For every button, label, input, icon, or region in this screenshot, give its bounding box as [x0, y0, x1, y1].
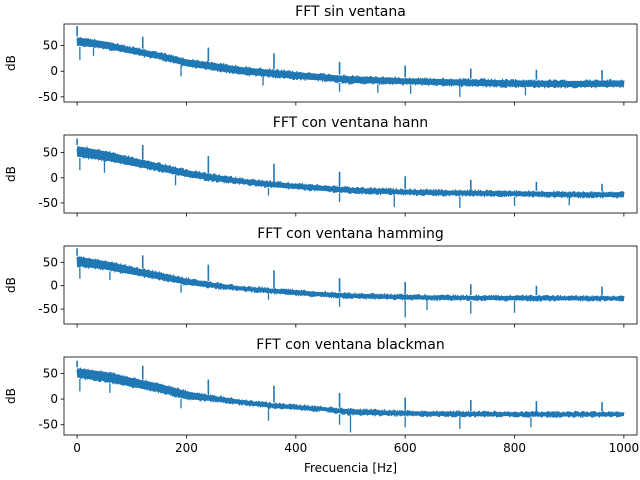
x-tick-label: 600	[394, 441, 417, 455]
series-band	[77, 37, 624, 88]
y-tick-label: 50	[43, 39, 58, 53]
series-group	[76, 248, 625, 318]
chart-panel-3: FFT con ventana hamming dB -50 0 50	[4, 226, 638, 328]
y-tick-label: 0	[50, 64, 58, 78]
y-tick-label: -50	[38, 90, 58, 104]
chart-title: FFT con ventana blackman	[256, 337, 444, 353]
y-tick-label: 0	[50, 392, 58, 406]
x-tick-label: 0	[73, 441, 81, 455]
x-tick-label: 1000	[609, 441, 640, 455]
x-axis-label: Frecuencia [Hz]	[304, 461, 397, 475]
y-tick-label: 50	[43, 255, 58, 269]
chart-panel-2: FFT con ventana hann dB -50 0 50	[4, 115, 638, 217]
y-tick-label: 50	[43, 366, 58, 380]
axes-frame	[63, 134, 638, 214]
y-axis-label: dB	[4, 388, 18, 404]
series-band	[77, 368, 624, 417]
x-tick-label: 200	[175, 441, 198, 455]
series-group	[76, 26, 625, 97]
y-tick-label: -50	[38, 302, 58, 316]
x-tick-label: 800	[503, 441, 526, 455]
chart-title: FFT con ventana hamming	[257, 226, 444, 242]
axes-frame	[63, 245, 638, 325]
axes-frame	[63, 23, 638, 103]
y-tick-label: 50	[43, 146, 58, 160]
chart-title: FFT con ventana hann	[273, 115, 428, 131]
y-axis-label: dB	[4, 277, 18, 293]
y-axis-label: dB	[4, 55, 18, 71]
y-tick-label: 0	[50, 171, 58, 185]
y-tick-label: -50	[38, 196, 58, 210]
y-tick-label: 0	[50, 279, 58, 293]
y-tick-label: -50	[38, 418, 58, 432]
chart-panel-1: FFT sin ventana dB -50 0 50	[4, 4, 638, 106]
chart-panel-4: FFT con ventana blackman dB -50 0 50 0 200 400 6…	[4, 337, 639, 475]
y-axis-label: dB	[4, 166, 18, 182]
x-tick-label: 400	[284, 441, 307, 455]
series-group	[76, 138, 625, 208]
chart-title: FFT sin ventana	[295, 4, 406, 20]
series-band	[77, 146, 624, 197]
axes-frame	[63, 356, 638, 436]
series-group	[76, 360, 625, 433]
